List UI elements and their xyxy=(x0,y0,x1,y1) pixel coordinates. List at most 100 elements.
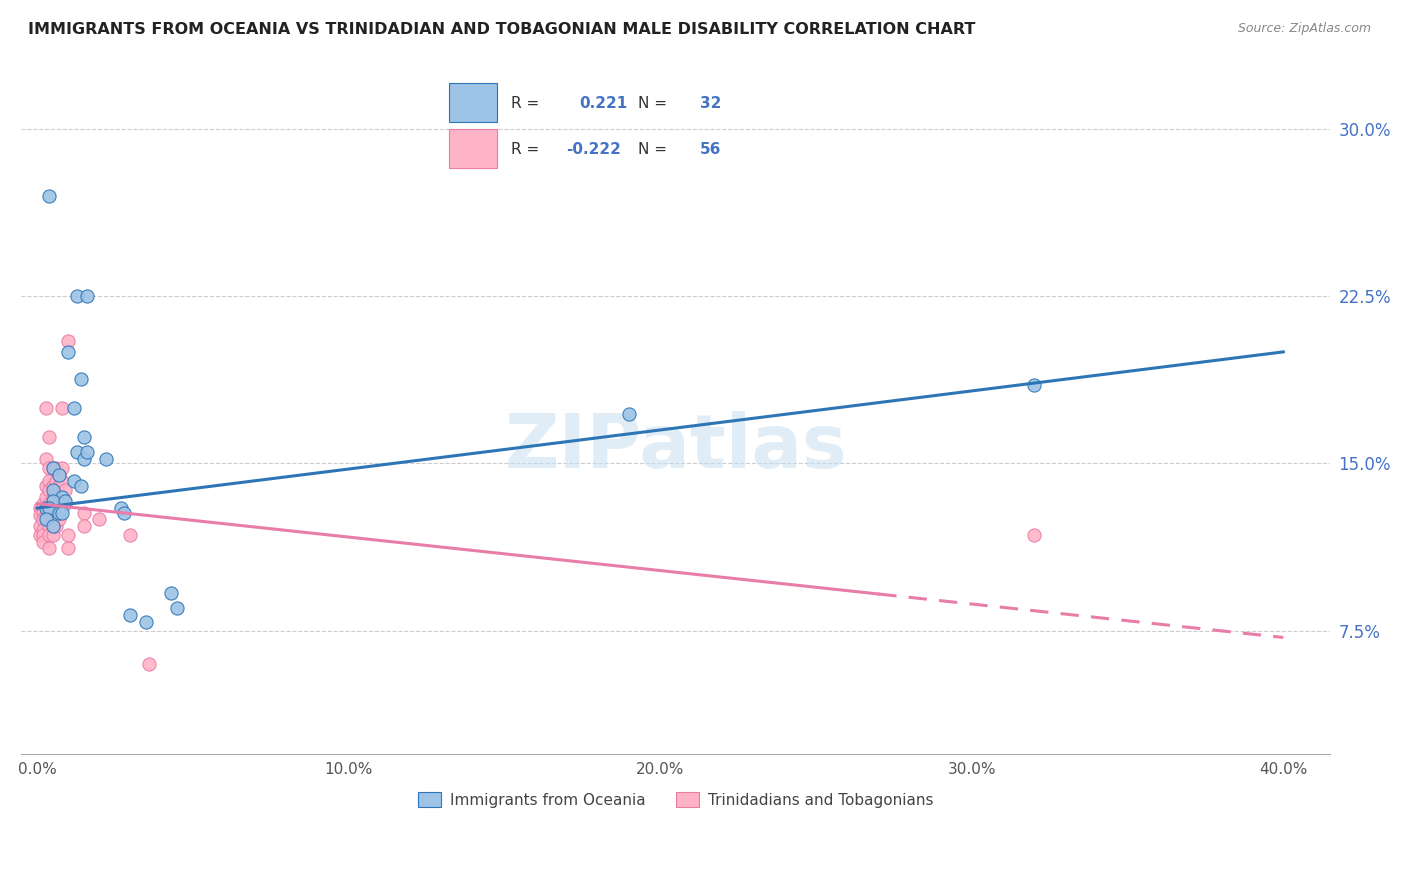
Point xyxy=(166,601,188,615)
FancyBboxPatch shape xyxy=(449,83,496,122)
Point xyxy=(41,494,63,508)
Point xyxy=(38,506,60,520)
Point xyxy=(48,506,70,520)
Point xyxy=(51,401,73,415)
Point xyxy=(73,430,96,444)
Point xyxy=(73,519,96,533)
Point xyxy=(32,528,55,542)
Point xyxy=(30,501,52,516)
Point xyxy=(38,519,60,533)
Point xyxy=(38,475,60,489)
Point xyxy=(135,615,157,629)
Point xyxy=(38,483,60,498)
Point xyxy=(48,501,70,516)
Point xyxy=(1022,528,1045,542)
Point xyxy=(30,508,52,522)
Point xyxy=(1022,378,1045,392)
Point xyxy=(56,334,79,348)
Point xyxy=(35,479,58,493)
Text: N =: N = xyxy=(638,96,666,111)
Point xyxy=(35,490,58,504)
Point xyxy=(48,490,70,504)
Point xyxy=(32,512,55,526)
Point xyxy=(76,445,98,459)
Point xyxy=(32,534,55,549)
Point xyxy=(56,344,79,359)
Point xyxy=(51,506,73,520)
Point xyxy=(110,501,132,516)
Point xyxy=(45,519,67,533)
Point xyxy=(160,586,183,600)
Point xyxy=(35,452,58,467)
Point xyxy=(48,479,70,493)
Text: IMMIGRANTS FROM OCEANIA VS TRINIDADIAN AND TOBAGONIAN MALE DISABILITY CORRELATIO: IMMIGRANTS FROM OCEANIA VS TRINIDADIAN A… xyxy=(28,22,976,37)
Point xyxy=(32,524,55,538)
Point xyxy=(94,452,117,467)
Point xyxy=(38,501,60,516)
Point xyxy=(38,430,60,444)
Text: -0.222: -0.222 xyxy=(567,142,621,157)
Point xyxy=(53,494,76,508)
Point xyxy=(35,401,58,415)
Point xyxy=(120,528,142,542)
Point xyxy=(51,490,73,504)
Point xyxy=(38,188,60,202)
Point xyxy=(56,528,79,542)
Point xyxy=(41,519,63,533)
Point xyxy=(41,490,63,504)
Point xyxy=(66,445,89,459)
Point xyxy=(53,483,76,498)
Point xyxy=(69,372,91,386)
Point xyxy=(30,528,52,542)
Point xyxy=(38,528,60,542)
Point xyxy=(63,475,86,489)
Point xyxy=(30,519,52,533)
Text: N =: N = xyxy=(638,142,666,157)
Point xyxy=(41,483,63,498)
FancyBboxPatch shape xyxy=(449,129,496,168)
Point xyxy=(63,401,86,415)
Point xyxy=(32,506,55,520)
Text: R =: R = xyxy=(510,142,538,157)
Point xyxy=(35,512,58,526)
Point xyxy=(38,461,60,475)
Legend: Immigrants from Oceania, Trinidadians and Tobagonians: Immigrants from Oceania, Trinidadians an… xyxy=(412,786,939,814)
Point xyxy=(45,483,67,498)
Point xyxy=(56,541,79,556)
Point xyxy=(35,508,58,522)
Text: 0.221: 0.221 xyxy=(579,96,627,111)
Text: Source: ZipAtlas.com: Source: ZipAtlas.com xyxy=(1237,22,1371,36)
Point xyxy=(45,506,67,520)
Point xyxy=(45,475,67,489)
Point xyxy=(53,497,76,511)
Point xyxy=(617,408,640,422)
Point xyxy=(120,608,142,623)
Point xyxy=(38,497,60,511)
Point xyxy=(51,475,73,489)
Point xyxy=(41,461,63,475)
Point xyxy=(38,541,60,556)
Point xyxy=(66,289,89,303)
Text: ZIPatlas: ZIPatlas xyxy=(505,411,846,483)
Point xyxy=(73,506,96,520)
Point xyxy=(45,497,67,511)
Text: R =: R = xyxy=(510,96,538,111)
Point xyxy=(73,452,96,467)
Point xyxy=(35,501,58,516)
Point xyxy=(41,512,63,526)
Text: 32: 32 xyxy=(700,96,721,111)
Text: 56: 56 xyxy=(700,142,721,157)
Point xyxy=(48,467,70,482)
Point xyxy=(51,461,73,475)
Point xyxy=(48,467,70,482)
Point xyxy=(138,657,160,672)
Point xyxy=(89,512,111,526)
Point xyxy=(41,501,63,516)
Point xyxy=(32,497,55,511)
Point xyxy=(69,479,91,493)
Point xyxy=(48,512,70,526)
Point xyxy=(41,461,63,475)
Point xyxy=(41,479,63,493)
Point xyxy=(45,461,67,475)
Point xyxy=(41,528,63,542)
